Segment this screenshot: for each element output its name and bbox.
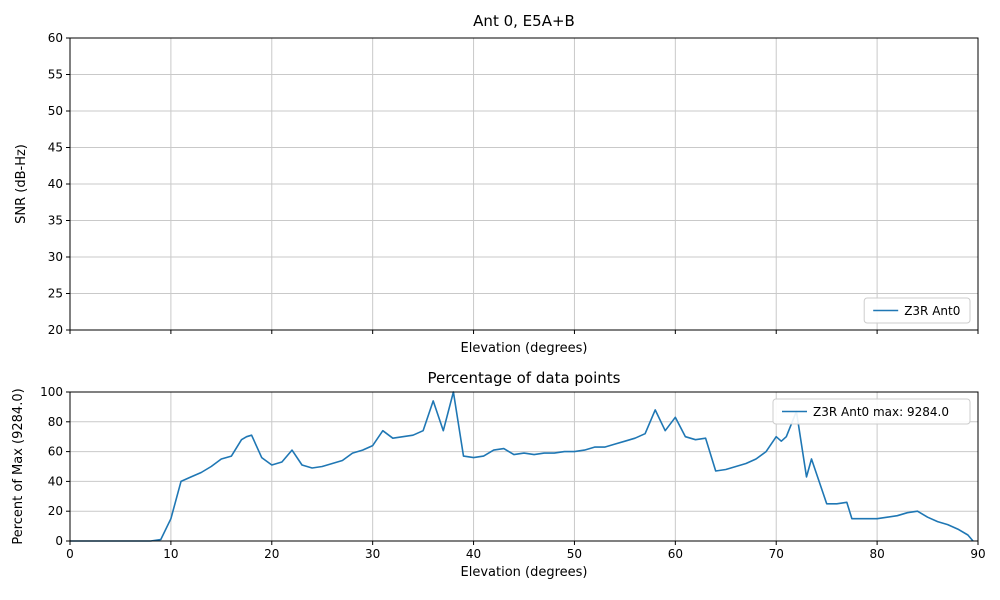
y-tick-label: 20	[48, 323, 63, 337]
y-tick-label: 50	[48, 104, 63, 118]
x-axis-label: Elevation (degrees)	[461, 341, 588, 356]
y-axis-label: Percent of Max (9284.0)	[11, 388, 26, 544]
x-tick-label: 10	[163, 547, 178, 561]
axis-ticks: 0 10 20 30 40 50 60 70 80 90 0 20 40 60 80 100	[40, 385, 986, 561]
y-tick-label: 80	[48, 415, 63, 429]
y-tick-label: 0	[55, 534, 63, 548]
y-tick-label: 55	[48, 68, 63, 82]
y-axis-label: SNR (dB-Hz)	[14, 144, 29, 224]
legend-label: Z3R Ant0	[904, 304, 960, 318]
x-tick-label: 30	[365, 547, 380, 561]
x-tick-label: 0	[66, 547, 74, 561]
percentage-chart: 0 10 20 30 40 50 60 70 80 90 0 20 40 60 80 100 Percentag…	[11, 369, 986, 580]
y-tick-label: 25	[48, 287, 63, 301]
x-tick-label: 40	[466, 547, 481, 561]
x-tick-label: 50	[567, 547, 582, 561]
x-tick-label: 60	[668, 547, 683, 561]
snr-chart: 20 25 30 35 40 45 50 55 60 Ant 0, E5A+B Elevation …	[14, 12, 979, 356]
gridlines	[69, 37, 979, 331]
y-tick-label: 40	[48, 474, 63, 488]
x-tick-label: 90	[970, 547, 985, 561]
y-tick-label: 35	[48, 214, 63, 228]
axis-ticks: 20 25 30 35 40 45 50 55 60	[48, 31, 979, 337]
x-tick-label: 70	[769, 547, 784, 561]
chart-title: Ant 0, E5A+B	[473, 12, 575, 30]
legend: Z3R Ant0 max: 9284.0	[772, 398, 971, 425]
legend-label: Z3R Ant0 max: 9284.0	[813, 405, 949, 419]
y-tick-label: 45	[48, 141, 63, 155]
y-tick-label: 20	[48, 504, 63, 518]
y-tick-label: 30	[48, 250, 63, 264]
y-tick-label: 60	[48, 445, 63, 459]
x-axis-label: Elevation (degrees)	[461, 565, 588, 580]
y-tick-label: 40	[48, 177, 63, 191]
axes-border	[69, 391, 979, 542]
y-tick-label: 100	[40, 385, 63, 399]
series-line	[70, 391, 974, 542]
x-tick-label: 80	[869, 547, 884, 561]
x-tick-label: 20	[264, 547, 279, 561]
chart-title: Percentage of data points	[427, 369, 620, 387]
y-tick-label: 60	[48, 31, 63, 45]
legend: Z3R Ant0	[863, 297, 971, 324]
